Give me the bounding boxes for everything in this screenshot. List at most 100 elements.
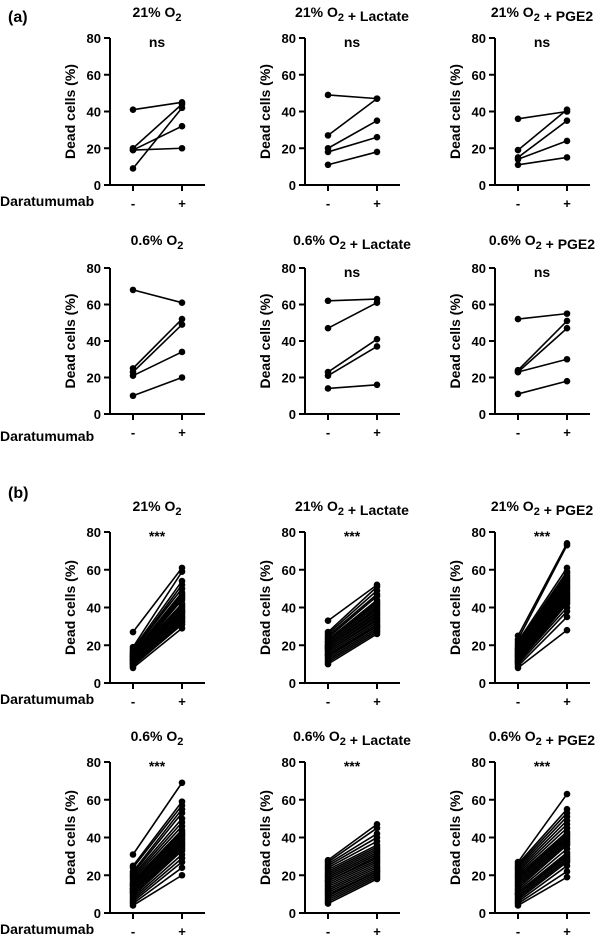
pair-line (132, 836, 183, 888)
pair-line (517, 629, 568, 669)
y-tick-label: 60 (87, 68, 101, 83)
y-tick-label: 40 (87, 105, 101, 120)
panel-a-label: (a) (8, 9, 28, 26)
panel-b-label: (b) (8, 485, 28, 502)
y-axis-label: Dead cells (%) (257, 790, 273, 885)
data-point-minus (324, 900, 332, 907)
pair-line (132, 840, 183, 890)
pair-line (517, 819, 568, 871)
y-tick-label: 20 (282, 868, 296, 883)
pair-line (517, 616, 568, 667)
pair-line (517, 358, 568, 373)
y-tick-label: 20 (282, 638, 296, 653)
significance-label: *** (149, 758, 166, 774)
pair-line (517, 851, 568, 893)
y-tick-label: 80 (282, 261, 296, 276)
x-tick-label: + (178, 196, 186, 211)
data-point-plus (563, 377, 571, 385)
panel-title: 21% O2 (133, 498, 182, 518)
pair-line (327, 97, 378, 137)
pair-line (132, 801, 183, 867)
pair-line (517, 865, 568, 903)
y-tick-label: 80 (87, 525, 101, 540)
pair-line (327, 878, 378, 905)
y-tick-label: 80 (87, 31, 101, 46)
pair-line (517, 827, 568, 874)
pair-line (132, 101, 183, 111)
pair-line (517, 861, 568, 901)
data-point-minus (324, 372, 332, 379)
y-tick-label: 80 (87, 755, 101, 770)
y-tick-label: 20 (282, 141, 296, 156)
pair-line (327, 625, 378, 658)
data-point-plus (178, 871, 186, 879)
x-tick-label: - (326, 694, 330, 709)
pair-line (327, 612, 378, 648)
y-tick-label: 0 (289, 906, 296, 921)
significance-label: ns (149, 34, 166, 50)
significance-label: ns (534, 34, 551, 50)
pair-line (132, 808, 183, 872)
y-tick-label: 80 (282, 525, 296, 540)
xrow-label-1: Daratumumab (0, 193, 94, 209)
y-tick-label: 20 (282, 371, 296, 386)
data-point-minus (129, 286, 137, 294)
y-axis-label: Dead cells (%) (62, 790, 78, 885)
data-point-minus (514, 161, 522, 169)
pair-line (517, 870, 568, 905)
pair-line (517, 573, 568, 646)
pair-line (517, 835, 568, 880)
pair-line (327, 846, 378, 873)
data-point-minus (129, 628, 137, 636)
panel-title: 21% O2 + PGE2 (491, 498, 593, 518)
data-point-plus (373, 343, 381, 350)
chart-panel-9: 21% O2 + PGE2 *** 0 20 40 60 80 - + Dead cells (%… (447, 498, 593, 709)
y-tick-label: 60 (87, 298, 101, 313)
pair-line (327, 604, 378, 644)
pair-line (132, 605, 183, 658)
y-tick-label: 20 (87, 638, 101, 653)
x-tick-label: - (131, 196, 135, 211)
pair-line (132, 614, 183, 661)
pair-line (327, 874, 378, 901)
y-axis-label: Dead cells (%) (447, 294, 463, 389)
data-point-minus (324, 385, 332, 392)
data-point-minus (129, 392, 137, 400)
pair-line (327, 865, 378, 890)
data-point-plus (373, 381, 381, 389)
pair-line (517, 848, 568, 891)
data-point-plus (373, 824, 381, 832)
data-point-minus (129, 146, 137, 154)
pair-line (132, 874, 183, 907)
pair-line (132, 147, 183, 151)
pair-line (327, 823, 378, 861)
pair-line (327, 620, 378, 652)
data-point-plus (373, 875, 381, 883)
pair-line (517, 601, 568, 661)
data-point-plus (563, 137, 571, 145)
y-tick-label: 60 (472, 298, 486, 313)
x-tick-label: - (516, 694, 520, 709)
pair-line (517, 857, 568, 897)
y-axis-label: Dead cells (%) (257, 294, 273, 389)
pair-line (517, 610, 568, 665)
pair-line (517, 586, 568, 654)
pair-line (132, 107, 183, 169)
data-point-minus (514, 146, 522, 154)
pair-line (327, 593, 378, 637)
pair-line (517, 567, 568, 642)
y-tick-label: 20 (87, 141, 101, 156)
pair-line (517, 838, 568, 884)
pair-line (517, 606, 568, 663)
chart-panel-1: 21% O2 ns 0 20 40 60 80 - + Dead cells (%) (62, 4, 205, 211)
pair-line (327, 631, 378, 663)
y-tick-label: 60 (282, 563, 296, 578)
pair-line (132, 835, 183, 886)
y-tick-label: 40 (472, 334, 486, 349)
y-tick-label: 40 (87, 601, 101, 616)
y-tick-label: 80 (472, 755, 486, 770)
data-point-plus (563, 626, 571, 634)
x-tick-label: - (326, 924, 330, 937)
chart-panel-7: 21% O2 *** 0 20 40 60 80 - + Dead cells (%) (62, 498, 205, 709)
pair-line (517, 571, 568, 644)
